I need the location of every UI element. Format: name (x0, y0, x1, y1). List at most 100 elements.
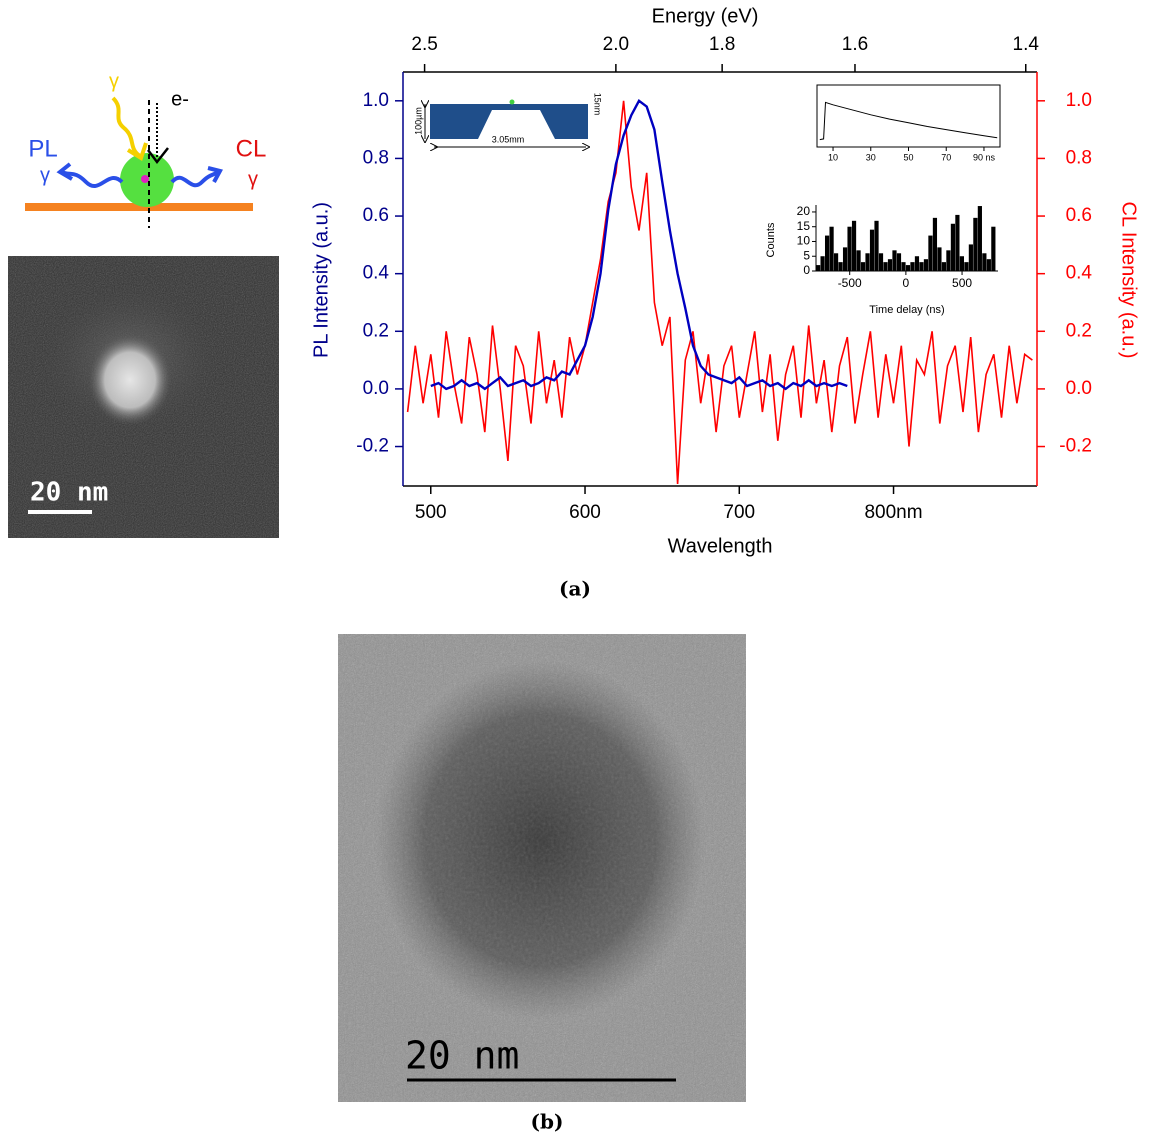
y-tick-label: 15 (797, 219, 811, 233)
y-tick-label: 0.8 (363, 147, 389, 168)
y-axis-label: PL Intensity (a.u.) (310, 202, 332, 358)
pl-photon-label: γ (40, 164, 50, 186)
y-tick-label: 0.2 (363, 320, 389, 341)
histogram-bar (816, 265, 821, 271)
y2-tick-label: 0.4 (1066, 263, 1093, 284)
x-tick-label: 70 (941, 152, 951, 162)
incident-arrowhead (126, 142, 148, 162)
y-tick-label: 0.6 (363, 205, 389, 226)
histogram-bar (847, 226, 852, 271)
x2-tick-label: 1.6 (842, 34, 868, 55)
histogram-bar (968, 244, 973, 271)
histogram-bar (820, 256, 825, 271)
decay-line (819, 101, 998, 141)
tem-image: 20 nm (338, 634, 746, 1102)
stem-particle (88, 334, 172, 426)
y2-tick-label: 1.0 (1066, 90, 1092, 111)
histogram-bar (856, 250, 861, 271)
histogram-bar (887, 259, 893, 271)
y2-tick-label: 0.6 (1066, 205, 1092, 226)
histogram-bar (991, 226, 996, 271)
x-axis-label: Time delay (ns) (869, 304, 944, 316)
electron-arrowhead (147, 147, 169, 165)
histogram-bar (833, 253, 839, 271)
x-tick-label: 0 (903, 276, 910, 290)
x-tick-label: 50 (903, 152, 913, 162)
x2-tick-label: 2.5 (411, 34, 437, 55)
caption: (b) (531, 1110, 564, 1134)
y-tick-label: 5 (803, 248, 810, 262)
substrate (25, 203, 253, 211)
stem-image: 20 nm (8, 256, 279, 538)
histogram-bar (851, 220, 857, 271)
x-tick-label: 90 ns (973, 152, 996, 162)
y-tick-label: 1.0 (363, 90, 389, 111)
x-tick-label: 10 (828, 152, 838, 162)
histogram-bar (982, 253, 987, 271)
x-tick-label: 500 (952, 276, 972, 290)
histogram-bar (829, 226, 834, 271)
photon-label: γ (109, 70, 119, 92)
histogram-bar (865, 253, 870, 271)
y-tick-label: -0.2 (356, 436, 389, 457)
cl-photon-label: γ (248, 168, 258, 190)
y2-tick-label: 0.8 (1066, 147, 1092, 168)
y2-tick-label: 0.0 (1066, 378, 1092, 399)
x2-axis-label: Energy (eV) (652, 5, 759, 27)
histogram-bar (964, 262, 969, 271)
width-label: 3.05mm (492, 134, 525, 144)
cl-arrowhead (207, 166, 223, 183)
thickness-label: 15nm (593, 93, 603, 116)
pl-label: PL (28, 135, 57, 162)
x2-tick-label: 2.0 (603, 34, 629, 55)
membrane (430, 104, 588, 139)
x-axis-label: Wavelength (668, 535, 773, 557)
geometry-inset: 100µm 3.05mm 15nm (413, 93, 603, 147)
y-tick-label: 20 (797, 204, 811, 218)
histogram-bar (860, 262, 866, 271)
inset-frame (816, 84, 1001, 148)
x-tick-label: 30 (866, 152, 876, 162)
histogram-bar (892, 250, 897, 271)
histogram-bar (950, 223, 956, 271)
y2-tick-label: -0.2 (1059, 436, 1092, 457)
x-tick-label: 500 (415, 502, 447, 523)
histogram-bar (914, 256, 920, 271)
x2-tick-label: 1.8 (709, 34, 735, 55)
pl-wave (61, 170, 124, 188)
histogram-bar (955, 214, 960, 271)
x-tick-label: 600 (569, 502, 601, 523)
histogram-bar (896, 253, 902, 271)
height-label: 100µm (413, 107, 423, 135)
histogram-bar (910, 262, 915, 271)
histogram-bar (878, 253, 884, 271)
histogram-bar (923, 259, 929, 271)
histogram-bar (937, 247, 942, 271)
histogram-bar (973, 217, 978, 271)
pl-arrowhead (56, 162, 74, 181)
histogram-bar (946, 250, 951, 271)
x-tick-label: 700 (723, 502, 755, 523)
histogram-bar (932, 217, 938, 271)
tem-texture (338, 634, 746, 1102)
y2-axis-label: CL Intensity (a.u.) (1118, 201, 1140, 358)
histogram-bar (842, 247, 848, 271)
y2-tick-label: 0.2 (1066, 320, 1092, 341)
y-tick-label: 0.4 (363, 263, 390, 284)
emitter (141, 175, 149, 183)
x-tick-label: 800nm (864, 502, 922, 523)
schematic: γ e- PL γ CL γ (25, 70, 266, 228)
histogram-bar (941, 262, 947, 271)
spectrum-line (406, 100, 1033, 485)
stem-scale-label: 20 nm (30, 478, 108, 508)
histogram-bar (874, 220, 879, 271)
histogram-bar (824, 235, 830, 271)
cl-wave (170, 170, 220, 188)
histogram-bar (986, 259, 991, 271)
histogram-bar (928, 235, 933, 271)
histogram-bar (838, 262, 843, 271)
sample-dot (509, 99, 515, 105)
y-tick-label: 10 (797, 234, 811, 248)
